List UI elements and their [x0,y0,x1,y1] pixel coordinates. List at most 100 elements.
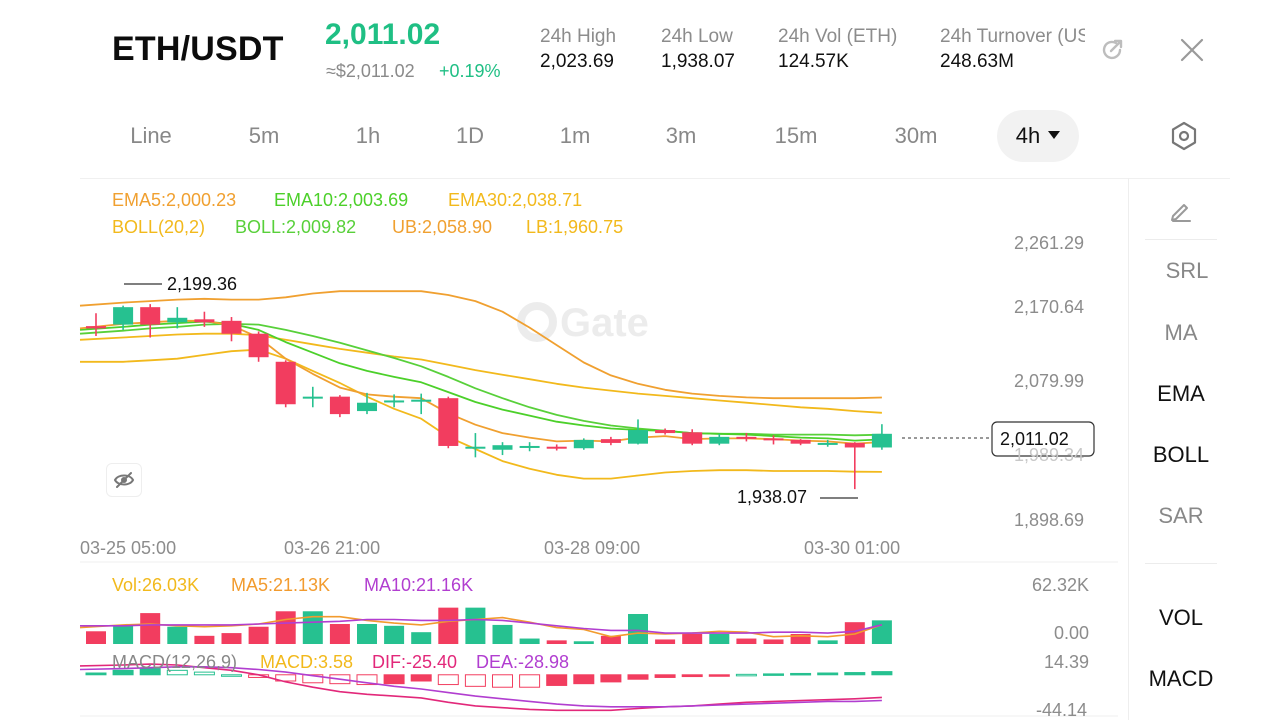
volume-ma10-line [80,618,883,634]
volume-bar [573,641,594,644]
sidebar-item-macd[interactable]: MACD [1148,666,1214,691]
legend-boll: BOLL:2,009.82 [235,217,357,237]
candle-body [655,430,676,434]
candle-body [763,438,784,441]
sidebar-divider [1145,563,1217,564]
high-annotation: 2,199.36 [167,274,238,294]
volume-bar [167,626,188,644]
chart-top-divider [80,178,1230,179]
ema5-line [79,319,882,445]
volume-bar [817,640,838,644]
volume-bar [763,639,784,644]
macd-histogram-bar [464,674,486,687]
time-axis-tick: 03-26 21:00 [284,538,381,558]
market-header: ETH/USDT 2,011.02 ≈$2,011.02 +0.19% 24h … [0,0,1280,100]
sidebar-item-boll[interactable]: BOLL [1152,442,1210,467]
macd-histogram-bar [275,674,297,682]
volume-bar [709,634,730,644]
boll-mid-line [79,323,882,437]
legend-ema30: EMA30:2,038.71 [448,190,583,210]
gate-watermark: Gate [517,301,649,345]
chart-area[interactable]: Gate EMA5:2,000.23 EMA10:2,003.69 EMA30:… [0,178,1130,720]
candle-body [411,399,432,402]
macd-histogram-bar [600,674,622,683]
pencil-icon[interactable] [1165,194,1197,226]
candle-body [140,307,161,325]
sidebar-item-ema[interactable]: EMA [1157,381,1205,406]
candle-body [600,439,621,443]
eye-off-icon[interactable] [106,463,142,497]
sidebar-item-srl[interactable]: SRL [1165,258,1209,283]
macd-dif-line [79,663,882,712]
candle-body [844,442,865,448]
volume-bar [682,634,703,644]
candle-body [682,432,703,444]
volume-bar [790,634,811,644]
volume-bar [329,624,350,644]
settings-hexagon-icon[interactable] [1168,120,1200,152]
candle-body [871,433,892,448]
macd-histogram-bar [763,673,784,676]
tab-30m[interactable]: 30m [894,123,938,148]
candle-body [573,439,594,449]
tab-1m[interactable]: 1m [559,123,591,148]
stat-high-value: 2,023.69 [540,51,614,72]
legend-macd-params: MACD(12,26,9) [112,652,238,672]
trading-pair[interactable]: ETH/USDT [112,30,284,68]
candle-body [384,400,405,403]
last-price-tag [991,421,1095,457]
macd-histogram-bar [708,674,730,677]
kline-chart[interactable]: Gate [0,178,1130,720]
stat-low-value: 1,938.07 [661,51,735,72]
time-axis-tick: 03-25 05:00 [80,538,177,558]
boll-lower-line [80,348,882,480]
tab-4h[interactable]: 4h [997,110,1079,162]
macd-histogram-bar [573,674,595,685]
low-annotation: 1,938.07 [737,487,808,507]
legend-dif: DIF:-25.40 [372,652,458,672]
candle-body [628,430,648,444]
volume-bar [844,622,865,644]
sidebar-item-vol[interactable]: VOL [1158,605,1204,630]
time-axis-tick: 03-30 01:00 [804,538,901,558]
timeframe-tabs: Line 5m 1h 1D 1m 3m 15m 30m 4h [0,110,1280,166]
candle-body [302,396,323,399]
ema10-line [79,320,882,442]
legend-ema5: EMA5:2,000.23 [112,190,237,210]
sidebar-item-sar[interactable]: SAR [1158,503,1204,528]
volume-bar [628,614,648,644]
candle-body [86,326,106,329]
tab-1h[interactable]: 1h [355,123,381,148]
macd-histogram-bar [383,674,405,685]
tab-1d[interactable]: 1D [455,123,485,148]
legend-vol-ma10: MA10:21.16K [364,575,474,595]
candle-body [736,436,757,439]
macd-histogram-bar [681,674,703,678]
legend-vol-ma5: MA5:21.13K [231,575,331,595]
close-icon[interactable] [1176,34,1208,66]
stat-high-label: 24h High [540,26,617,47]
volume-bar [600,635,621,644]
volume-bar [465,607,486,644]
tab-line[interactable]: Line [130,123,172,148]
volume-axis-bottom: 0.00 [1054,623,1090,643]
volume-bar [113,625,134,644]
volume-bar [438,607,459,644]
volume-bar [302,611,323,644]
macd-histogram-bar [112,669,134,676]
price-axis-tick: 2,079.99 [1014,371,1085,391]
tab-15m[interactable]: 15m [774,123,818,148]
last-price-label[interactable]: 2,011.02 [1000,429,1069,449]
volume-bar [546,640,567,644]
macd-histogram-bar [139,668,161,676]
macd-axis-top: 14.39 [1044,652,1090,672]
share-icon[interactable] [1096,34,1128,66]
volume-bar [736,638,757,644]
macd-histogram-bar [302,674,324,684]
candle-body [329,396,350,415]
tab-3m[interactable]: 3m [665,123,697,148]
tab-5m[interactable]: 5m [248,123,280,148]
candle-body [113,307,134,325]
volume-axis-top: 62.32K [1032,575,1090,595]
sidebar-item-ma[interactable]: MA [1164,320,1198,345]
